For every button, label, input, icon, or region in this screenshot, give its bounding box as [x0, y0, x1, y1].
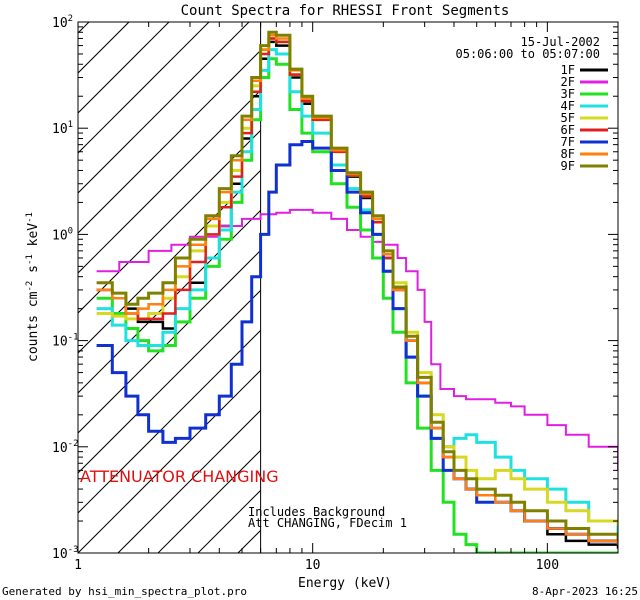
series-line-4F: [96, 48, 618, 535]
series-group: [96, 30, 618, 553]
y-tick-label: 102: [52, 14, 73, 31]
x-tick-label: 100: [536, 558, 559, 573]
y-axis-ticks: 10-3 10-2 10-1 100 101 102: [52, 14, 618, 562]
hatch-line: [78, 129, 261, 314]
hatch-line: [117, 409, 261, 553]
hatch-line: [78, 89, 261, 274]
y-tick-label: 10-2: [52, 439, 79, 456]
series-line-7F: [96, 140, 618, 545]
legend-label-3F: 3F: [561, 87, 575, 101]
x-axis-ticks: 1 10 100: [74, 22, 619, 573]
legend-label-8F: 8F: [561, 147, 575, 161]
footer-timestamp: 8-Apr-2023 16:25: [532, 585, 638, 598]
y-tick-label: 100: [52, 226, 73, 243]
legend-label-4F: 4F: [561, 99, 575, 113]
note-attenuator-state: Att CHANGING, FDecim 1: [248, 516, 407, 530]
y-tick-label: 10-1: [52, 333, 79, 350]
y-tick-label: 101: [52, 120, 73, 137]
plot-frame: [77, 21, 619, 554]
hatch-line: [78, 329, 261, 514]
legend-label-9F: 9F: [561, 159, 575, 173]
x-tick-label: 10: [305, 558, 321, 573]
hatch-line: [78, 369, 261, 553]
y-axis-label: counts cm-2 s-1 keV-1: [25, 212, 41, 362]
legend-label-7F: 7F: [561, 135, 575, 149]
legend-label-1F: 1F: [561, 63, 575, 77]
chart-title: Count Spectra for RHESSI Front Segments: [181, 3, 510, 19]
series-line-8F: [96, 34, 618, 545]
x-axis-label: Energy (keV): [298, 576, 392, 591]
note-includes-background: Includes Background: [248, 505, 385, 519]
legend-label-5F: 5F: [561, 111, 575, 125]
series-line-9F: [96, 30, 618, 541]
y-tick-label: 10-3: [52, 545, 79, 562]
attenuator-label: ATTENUATOR CHANGING: [80, 467, 279, 486]
date-label: 15-Jul-2002: [521, 35, 600, 49]
x-tick-label: 1: [74, 558, 82, 573]
legend-label-2F: 2F: [561, 75, 575, 89]
time-range-label: 05:06:00 to 05:07:00: [456, 47, 601, 61]
hatch-line: [78, 49, 261, 234]
hatch-line: [78, 289, 261, 474]
footer-generator: Generated by hsi_min_spectra_plot.pro: [2, 585, 247, 598]
legend-label-6F: 6F: [561, 123, 575, 137]
